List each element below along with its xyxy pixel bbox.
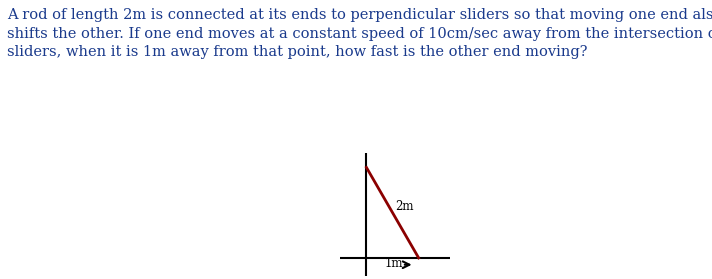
Text: 2m: 2m <box>396 200 414 213</box>
Text: A rod of length 2m is connected at its ends to perpendicular sliders so that mov: A rod of length 2m is connected at its e… <box>7 8 712 59</box>
Text: 1m: 1m <box>384 257 403 270</box>
